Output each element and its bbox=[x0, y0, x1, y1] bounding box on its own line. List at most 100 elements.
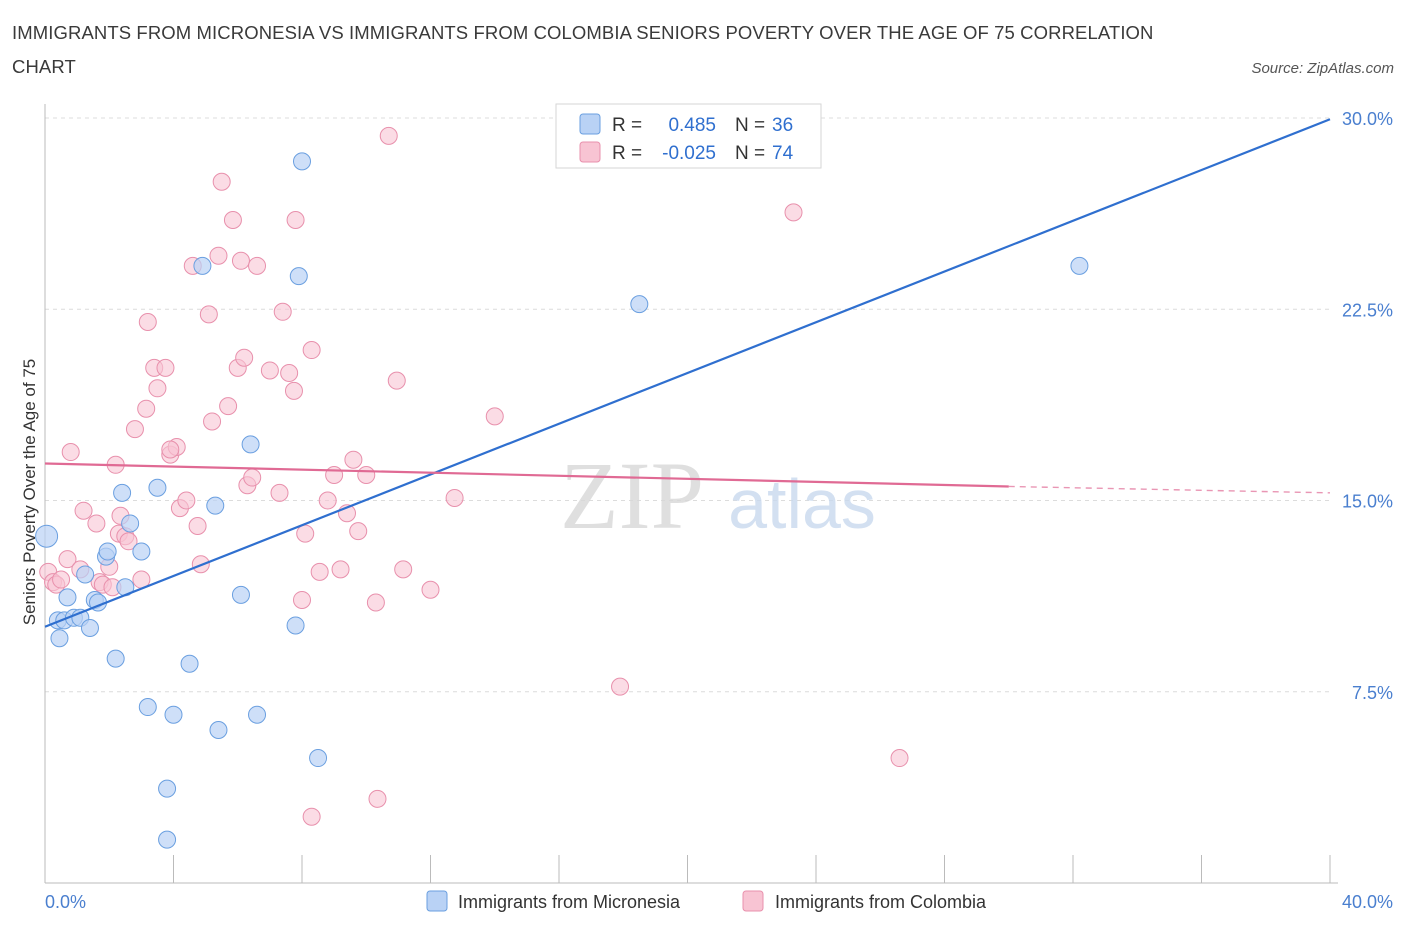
point-micronesia-13 bbox=[106, 649, 125, 668]
trend-line-micronesia-0 bbox=[44, 118, 1331, 628]
legend-r-label-2: R = bbox=[612, 143, 642, 164]
point-colombia-44 bbox=[260, 361, 279, 380]
point-colombia-62 bbox=[368, 789, 387, 808]
point-micronesia-26 bbox=[209, 721, 228, 739]
point-colombia-3 bbox=[52, 570, 71, 589]
point-colombia-55 bbox=[325, 466, 344, 484]
point-micronesia-21 bbox=[158, 830, 177, 849]
point-colombia-69 bbox=[302, 807, 321, 826]
point-micronesia-12 bbox=[98, 542, 117, 561]
trend-line-colombia-1 bbox=[44, 462, 1009, 488]
point-colombia-36 bbox=[219, 397, 238, 416]
point-micronesia-31 bbox=[289, 267, 308, 286]
point-colombia-60 bbox=[357, 466, 376, 484]
point-colombia-34 bbox=[209, 246, 228, 265]
point-colombia-47 bbox=[284, 381, 303, 400]
bottom-legend-label-colombia: Immigrants from Colombia bbox=[775, 892, 987, 912]
point-colombia-4 bbox=[58, 550, 77, 569]
trend-lines bbox=[44, 118, 1331, 628]
point-colombia-40 bbox=[235, 348, 254, 367]
point-colombia-35 bbox=[212, 172, 231, 191]
point-colombia-63 bbox=[379, 126, 398, 145]
watermark-atlas: atlas bbox=[728, 465, 876, 543]
point-micronesia-14 bbox=[113, 483, 132, 502]
point-colombia-68 bbox=[485, 407, 504, 426]
point-colombia-46 bbox=[280, 364, 299, 382]
y-tick-label-3: 30.0% bbox=[1342, 109, 1393, 129]
point-micronesia-19 bbox=[148, 478, 167, 497]
point-micronesia-16 bbox=[121, 514, 140, 533]
point-colombia-28 bbox=[177, 491, 196, 510]
watermark: ZIP atlas bbox=[560, 442, 876, 549]
point-colombia-53 bbox=[310, 562, 329, 581]
point-colombia-54 bbox=[318, 491, 337, 510]
axes bbox=[44, 104, 1338, 884]
y-axis-label: Seniors Poverty Over the Age of 75 bbox=[20, 359, 39, 625]
point-micronesia-8 bbox=[80, 619, 99, 637]
point-micronesia-0 bbox=[35, 524, 59, 548]
point-colombia-52 bbox=[302, 341, 321, 360]
point-micronesia-4 bbox=[58, 588, 77, 607]
x-tick-labels: 0.0% 40.0% bbox=[45, 892, 1393, 912]
point-colombia-50 bbox=[293, 590, 311, 609]
point-micronesia-30 bbox=[286, 616, 305, 635]
point-colombia-70 bbox=[611, 677, 630, 696]
point-colombia-37 bbox=[223, 211, 242, 229]
point-colombia-73 bbox=[161, 440, 180, 459]
point-micronesia-33 bbox=[309, 749, 328, 768]
point-colombia-61 bbox=[366, 593, 385, 612]
point-colombia-23 bbox=[148, 379, 167, 398]
legend-swatch-colombia bbox=[579, 141, 601, 163]
series-legend: Immigrants from Micronesia Immigrants fr… bbox=[426, 890, 987, 912]
point-colombia-49 bbox=[286, 211, 305, 229]
point-micronesia-28 bbox=[248, 705, 267, 724]
point-colombia-51 bbox=[296, 524, 315, 543]
point-colombia-56 bbox=[331, 560, 350, 579]
point-colombia-39 bbox=[231, 251, 250, 270]
point-micronesia-29 bbox=[241, 435, 260, 454]
point-colombia-7 bbox=[74, 501, 93, 520]
point-colombia-33 bbox=[203, 412, 222, 431]
point-micronesia-2 bbox=[50, 629, 69, 648]
point-colombia-67 bbox=[445, 488, 464, 507]
chart-title: IMMIGRANTS FROM MICRONESIA VS IMMIGRANTS… bbox=[12, 22, 1154, 77]
point-micronesia-35 bbox=[1070, 256, 1089, 275]
point-micronesia-20 bbox=[158, 779, 177, 798]
x-tick-label-0: 0.0% bbox=[45, 892, 86, 912]
point-micronesia-22 bbox=[164, 705, 183, 724]
legend-r-colombia: -0.025 bbox=[662, 143, 716, 164]
point-micronesia-34 bbox=[630, 295, 649, 314]
point-colombia-48 bbox=[273, 302, 292, 321]
legend-r-label-1: R = bbox=[612, 115, 642, 136]
point-colombia-32 bbox=[199, 305, 218, 324]
point-colombia-17 bbox=[119, 532, 138, 551]
legend-n-label-1: N = bbox=[735, 115, 765, 136]
point-colombia-58 bbox=[344, 450, 363, 469]
series-micronesia bbox=[35, 152, 1089, 849]
bottom-legend-label-micronesia: Immigrants from Micronesia bbox=[458, 892, 681, 912]
point-colombia-65 bbox=[394, 560, 413, 579]
point-micronesia-24 bbox=[193, 256, 212, 275]
legend-n-label-2: N = bbox=[735, 143, 765, 164]
point-micronesia-7 bbox=[76, 565, 95, 584]
legend-n-micronesia: 36 bbox=[772, 115, 793, 136]
point-colombia-64 bbox=[387, 371, 406, 390]
point-micronesia-18 bbox=[138, 698, 157, 717]
y-tick-labels: 7.5% 15.0% 22.5% 30.0% bbox=[1342, 109, 1393, 703]
point-colombia-24 bbox=[156, 358, 175, 377]
point-colombia-43 bbox=[248, 256, 267, 275]
point-colombia-71 bbox=[784, 203, 803, 222]
point-colombia-8 bbox=[87, 514, 106, 533]
legend-r-micronesia: 0.485 bbox=[668, 115, 716, 136]
y-tick-label-1: 15.0% bbox=[1342, 492, 1393, 512]
point-colombia-30 bbox=[188, 517, 207, 535]
x-tick-label-1: 40.0% bbox=[1342, 892, 1393, 912]
point-micronesia-32 bbox=[293, 152, 311, 171]
bottom-legend-swatch-micronesia bbox=[426, 890, 448, 912]
point-colombia-45 bbox=[270, 483, 289, 502]
stats-legend: R = 0.485 N = 36 R = -0.025 N = 74 bbox=[555, 103, 822, 169]
point-micronesia-25 bbox=[206, 496, 225, 515]
y-tick-label-0: 7.5% bbox=[1352, 683, 1393, 703]
point-colombia-5 bbox=[61, 443, 80, 462]
